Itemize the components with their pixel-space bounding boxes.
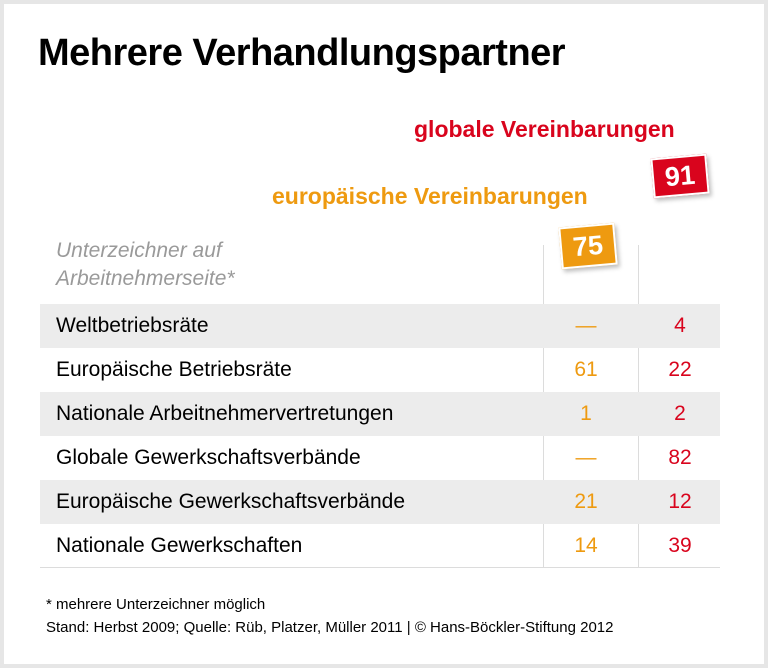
global-value: 4 bbox=[674, 314, 686, 337]
table-bottom-line bbox=[40, 567, 720, 568]
row-header-line: Arbeitnehmerseite* bbox=[56, 267, 235, 290]
europe-total-badge: 75 bbox=[558, 222, 618, 270]
europe-value: 14 bbox=[574, 534, 598, 557]
global-total-badge: 91 bbox=[650, 153, 710, 199]
global-value: 2 bbox=[674, 402, 686, 425]
global-value: 22 bbox=[668, 358, 692, 381]
row-name: Nationale Arbeitnehmervertretungen bbox=[56, 402, 394, 425]
table-row: Weltbetriebsräte — 4 bbox=[40, 304, 720, 348]
table-row: Nationale Arbeitnehmervertretungen 1 2 bbox=[40, 392, 720, 436]
europe-value: — bbox=[575, 446, 597, 469]
europe-column-label: europäische Vereinbarungen bbox=[272, 183, 588, 209]
row-name: Europäische Betriebsräte bbox=[56, 358, 292, 381]
global-value: 12 bbox=[668, 490, 692, 513]
row-name: Globale Gewerkschaftsverbände bbox=[56, 446, 361, 469]
global-value: 39 bbox=[668, 534, 692, 557]
europe-value: 21 bbox=[574, 490, 598, 513]
page-title: Mehrere Verhandlungspartner bbox=[38, 32, 566, 74]
global-column-label: globale Vereinbarungen bbox=[414, 116, 675, 142]
europe-value: — bbox=[575, 314, 597, 337]
global-value: 82 bbox=[668, 446, 692, 469]
table-row: Nationale Gewerkschaften 14 39 bbox=[40, 524, 720, 568]
row-name: Europäische Gewerkschaftsverbände bbox=[56, 490, 406, 513]
row-name: Nationale Gewerkschaften bbox=[56, 534, 303, 557]
footnote: * mehrere Unterzeichner möglich bbox=[46, 596, 266, 613]
table-row: Globale Gewerkschaftsverbände — 82 bbox=[40, 436, 720, 480]
row-header: Unterzeichner auf Arbeitnehmerseite* bbox=[56, 237, 235, 293]
row-header-line: Unterzeichner auf bbox=[56, 239, 222, 262]
row-name: Weltbetriebsräte bbox=[56, 314, 209, 337]
europe-value: 61 bbox=[574, 358, 598, 381]
europe-value: 1 bbox=[580, 402, 592, 425]
data-table: Weltbetriebsräte — 4 Europäische Betriebsrä… bbox=[40, 304, 720, 568]
table-row: Europäische Betriebsräte 61 22 bbox=[40, 348, 720, 392]
source-line: Stand: Herbst 2009; Quelle: Rüb, Platzer… bbox=[46, 619, 614, 636]
table-row: Europäische Gewerkschaftsverbände 21 12 bbox=[40, 480, 720, 524]
